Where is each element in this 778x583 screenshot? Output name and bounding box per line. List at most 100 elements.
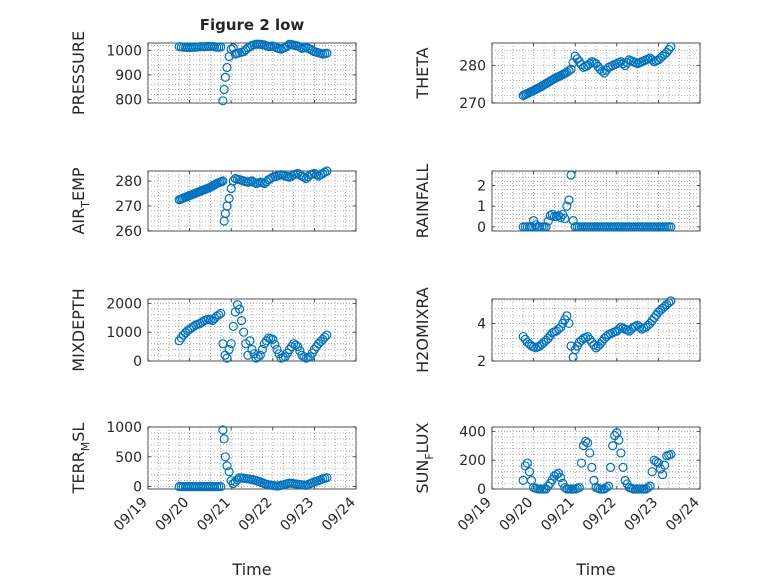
x-tick-label: 09/19 bbox=[111, 495, 151, 535]
data-point bbox=[556, 472, 566, 483]
data-point bbox=[564, 66, 574, 76]
data-point bbox=[322, 48, 332, 58]
y-axis-label: PRESSURE bbox=[69, 31, 88, 115]
data-point bbox=[222, 461, 232, 471]
data-point bbox=[216, 482, 226, 492]
y-tick-label: 260 bbox=[115, 224, 142, 240]
data-point bbox=[664, 44, 674, 55]
data-point bbox=[660, 460, 670, 470]
x-tick-label: 09/23 bbox=[621, 495, 661, 535]
data-point bbox=[653, 458, 664, 468]
chart-panel: 260 270 280 AIRTEMP bbox=[69, 166, 357, 240]
y-tick-label: 2 bbox=[477, 178, 486, 194]
y-tick-label: 1000 bbox=[106, 43, 142, 59]
data-point bbox=[616, 448, 626, 458]
data-point bbox=[543, 481, 553, 491]
data-point bbox=[228, 321, 238, 331]
y-axis-label: SUNFLUX bbox=[413, 422, 436, 493]
data-point bbox=[643, 482, 653, 493]
x-tick-label: 09/22 bbox=[236, 495, 276, 535]
data-point bbox=[218, 425, 228, 435]
data-point bbox=[299, 172, 309, 182]
y-axis-label: TERRMSL bbox=[69, 423, 92, 495]
data-point bbox=[268, 334, 278, 344]
y-tick-label: 0 bbox=[477, 482, 486, 498]
data-point bbox=[666, 42, 676, 52]
data-point bbox=[257, 344, 267, 355]
data-point bbox=[589, 340, 599, 350]
data-point bbox=[587, 462, 597, 472]
chart-panel: 800 900 1000 PRESSURE bbox=[69, 31, 357, 115]
y-tick-label: 0 bbox=[133, 354, 142, 370]
data-point bbox=[524, 467, 535, 477]
data-point bbox=[585, 448, 595, 458]
data-point bbox=[574, 482, 584, 493]
data-point bbox=[568, 216, 578, 226]
data-point bbox=[266, 173, 276, 184]
x-axis-label: Time bbox=[575, 560, 615, 579]
data-point bbox=[322, 166, 332, 176]
data-point bbox=[272, 344, 282, 355]
y-tick-label: 500 bbox=[115, 450, 142, 466]
data-point bbox=[214, 310, 224, 320]
y-tick-label: 1000 bbox=[106, 325, 142, 341]
data-point bbox=[666, 449, 676, 459]
data-point bbox=[583, 438, 593, 448]
data-point bbox=[320, 167, 330, 177]
y-axis-label: MIXDEPTH bbox=[69, 288, 88, 371]
data-point bbox=[239, 327, 249, 337]
data-point bbox=[603, 481, 614, 491]
y-tick-label: 1000 bbox=[106, 420, 142, 436]
y-axis-label: H2OMIXRA bbox=[413, 287, 432, 373]
data-point bbox=[245, 336, 255, 346]
data-point bbox=[255, 350, 265, 360]
x-axis-label: Time bbox=[231, 560, 271, 579]
data-point bbox=[618, 462, 628, 472]
data-point bbox=[601, 482, 612, 493]
data-point bbox=[585, 59, 595, 69]
x-tick-label: 09/22 bbox=[580, 495, 620, 535]
data-point bbox=[566, 170, 576, 180]
data-point bbox=[635, 322, 645, 332]
y-tick-label: 200 bbox=[459, 453, 486, 469]
data-point bbox=[222, 353, 232, 363]
data-point bbox=[299, 352, 309, 362]
y-tick-label: 270 bbox=[459, 96, 486, 112]
x-tick-label: 09/24 bbox=[663, 494, 703, 534]
data-point bbox=[560, 213, 570, 224]
y-tick-label: 0 bbox=[133, 480, 142, 496]
data-point bbox=[614, 435, 624, 445]
y-tick-label: 2 bbox=[477, 354, 486, 370]
data-point bbox=[218, 176, 228, 186]
data-point bbox=[218, 96, 228, 106]
chart-panel: 09/19 09/20 09/21 09/22 09/23 09/24 0 500 1000 TE… bbox=[69, 420, 359, 579]
data-point bbox=[216, 308, 226, 319]
data-point bbox=[562, 201, 572, 211]
data-point bbox=[224, 344, 234, 355]
chart-panel: 0 1 2 RAINFALL bbox=[413, 164, 701, 239]
data-point bbox=[270, 339, 280, 350]
data-point bbox=[605, 462, 616, 472]
chart-panel: 09/19 09/20 09/21 09/22 09/23 09/24 0 200 400 SUN… bbox=[413, 422, 703, 579]
data-point bbox=[311, 170, 322, 180]
data-point bbox=[232, 300, 243, 310]
x-tick-label: 09/20 bbox=[153, 495, 193, 535]
data-point bbox=[543, 216, 553, 226]
y-axis-label: RAINFALL bbox=[413, 164, 432, 239]
data-point bbox=[224, 467, 234, 477]
data-point bbox=[608, 441, 618, 451]
y-tick-label: 0 bbox=[477, 220, 486, 236]
y-tick-label: 1 bbox=[477, 199, 486, 215]
y-tick-label: 2000 bbox=[106, 296, 142, 312]
data-point bbox=[226, 339, 236, 349]
data-point bbox=[566, 64, 576, 74]
y-axis-label: AIRTEMP bbox=[69, 167, 92, 234]
chart-panel: 0 1000 2000 MIXDEPTH bbox=[69, 288, 357, 372]
data-point bbox=[237, 316, 247, 326]
data-point bbox=[647, 55, 657, 65]
y-tick-label: 400 bbox=[459, 424, 486, 440]
data-point bbox=[522, 458, 532, 468]
data-point bbox=[657, 469, 668, 480]
data-point bbox=[219, 84, 229, 95]
